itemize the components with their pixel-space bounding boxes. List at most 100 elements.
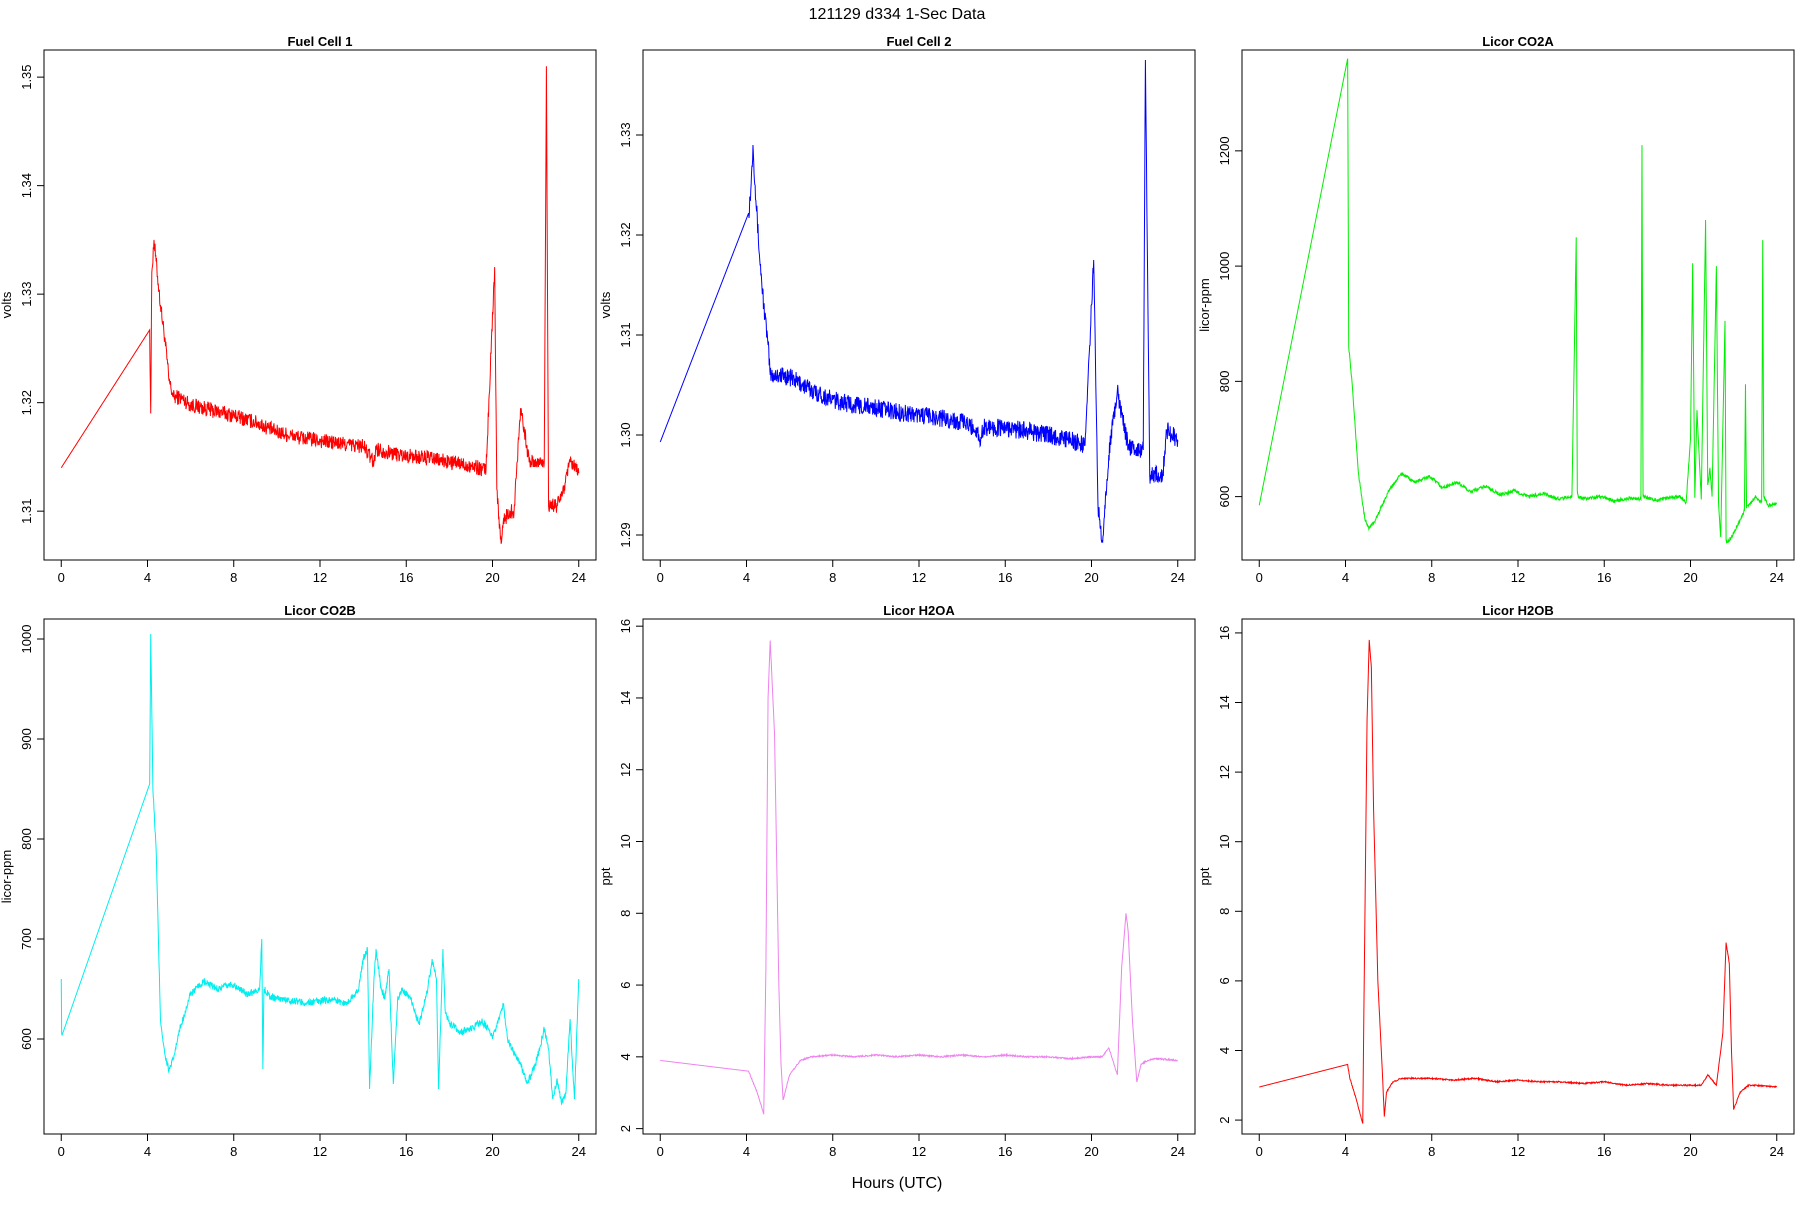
x-tick-label: 16	[998, 570, 1012, 585]
x-tick-label: 24	[1770, 570, 1784, 585]
y-tick-label: 16	[618, 619, 633, 633]
y-tick-label: 700	[19, 928, 34, 950]
chart-panel-3: Licor CO2A licor-ppm 0 4 8 12 16 20 24 600 800 1000…	[1197, 34, 1795, 585]
y-tick-label: 2	[618, 1125, 633, 1132]
x-tick-label: 16	[399, 570, 413, 585]
x-tick-label: 24	[1770, 1144, 1784, 1159]
y-axis-label: ppt	[598, 867, 613, 885]
x-tick-label: 12	[1511, 1144, 1525, 1159]
y-tick-label: 1.33	[618, 122, 633, 147]
y-axis-label: ppt	[1197, 867, 1212, 885]
y-axis-label: volts	[598, 291, 613, 318]
y-tick-label: 6	[618, 981, 633, 988]
x-tick-label: 8	[829, 570, 836, 585]
x-tick-label: 4	[144, 1144, 151, 1159]
x-tick-label: 8	[230, 1144, 237, 1159]
x-tick-label: 0	[657, 1144, 664, 1159]
x-tick-label: 16	[1597, 570, 1611, 585]
y-tick-label: 14	[618, 691, 633, 705]
y-tick-label: 10	[1217, 834, 1232, 848]
y-tick-label: 600	[19, 1028, 34, 1050]
plot-frame	[43, 49, 597, 561]
y-tick-label: 16	[1217, 626, 1232, 640]
x-tick-label: 20	[1084, 570, 1098, 585]
y-tick-label: 1.34	[19, 173, 34, 198]
series-line	[1259, 639, 1778, 1124]
y-tick-label: 12	[1217, 765, 1232, 779]
plot-frame	[642, 49, 1196, 561]
plot-frame	[43, 618, 597, 1135]
x-tick-label: 12	[313, 1144, 327, 1159]
y-tick-label: 2	[1217, 1116, 1232, 1123]
x-tick-label: 0	[1256, 1144, 1263, 1159]
x-tick-label: 20	[485, 570, 499, 585]
x-tick-label: 20	[1683, 570, 1697, 585]
x-tick-label: 4	[144, 570, 151, 585]
series-line	[60, 66, 580, 544]
chart-panel-4: Licor CO2B licor-ppm 0 4 8 12 16 20 24 600 700 800 9…	[0, 603, 597, 1159]
x-tick-label: 20	[485, 1144, 499, 1159]
plot-frame	[642, 618, 1196, 1135]
y-tick-label: 10	[618, 834, 633, 848]
x-tick-label: 0	[58, 1144, 65, 1159]
x-tick-label: 0	[1256, 570, 1263, 585]
series-line	[659, 59, 1179, 543]
y-tick-label: 1.31	[618, 322, 633, 347]
y-tick-label: 1.32	[19, 390, 34, 415]
x-axis-label: Hours (UTC)	[852, 1175, 943, 1192]
x-tick-label: 0	[58, 570, 65, 585]
y-tick-label: 4	[618, 1053, 633, 1060]
y-tick-label: 800	[1217, 371, 1232, 393]
chart-panel-1: Fuel Cell 1 volts 0 4 8 12 16 20 24 1.31 1.32 1.33 1…	[0, 34, 597, 585]
x-tick-label: 12	[313, 570, 327, 585]
x-tick-label: 16	[399, 1144, 413, 1159]
y-tick-label: 1.33	[19, 281, 34, 306]
x-tick-label: 4	[1342, 1144, 1349, 1159]
x-tick-label: 24	[1171, 570, 1185, 585]
panel-title: Licor CO2B	[284, 603, 356, 618]
panel-title: Fuel Cell 1	[287, 34, 352, 49]
figure-title: 121129 d334 1-Sec Data	[809, 6, 986, 23]
panel-title: Licor H2OB	[1482, 603, 1554, 618]
panel-title: Fuel Cell 2	[886, 34, 951, 49]
y-tick-label: 6	[1217, 977, 1232, 984]
y-tick-label: 1.30	[618, 422, 633, 447]
y-axis-label: licor-ppm	[1197, 278, 1212, 331]
y-tick-label: 1.35	[19, 64, 34, 89]
x-tick-label: 20	[1084, 1144, 1098, 1159]
y-tick-label: 800	[19, 828, 34, 850]
series-line	[60, 633, 580, 1106]
x-tick-label: 24	[572, 570, 586, 585]
series-line	[1258, 58, 1778, 544]
x-tick-label: 8	[829, 1144, 836, 1159]
panel-title: Licor CO2A	[1482, 34, 1554, 49]
x-tick-label: 24	[572, 1144, 586, 1159]
x-tick-label: 20	[1683, 1144, 1697, 1159]
x-tick-label: 8	[1428, 570, 1435, 585]
y-tick-label: 14	[1217, 695, 1232, 709]
y-tick-label: 1.32	[618, 222, 633, 247]
x-tick-label: 12	[912, 1144, 926, 1159]
y-tick-label: 600	[1217, 486, 1232, 508]
x-tick-label: 12	[1511, 570, 1525, 585]
y-tick-label: 8	[1217, 908, 1232, 915]
y-tick-label: 900	[19, 728, 34, 750]
x-tick-label: 4	[743, 570, 750, 585]
x-tick-label: 4	[1342, 570, 1349, 585]
y-tick-label: 1200	[1217, 136, 1232, 165]
y-tick-label: 8	[618, 910, 633, 917]
y-axis-label: licor-ppm	[0, 850, 14, 903]
x-tick-label: 16	[998, 1144, 1012, 1159]
y-axis-label: volts	[0, 291, 14, 318]
x-tick-label: 4	[743, 1144, 750, 1159]
y-tick-label: 1.31	[19, 499, 34, 524]
y-tick-label: 12	[618, 762, 633, 776]
series-line	[660, 640, 1178, 1115]
x-tick-label: 12	[912, 570, 926, 585]
y-tick-label: 1000	[1217, 252, 1232, 281]
y-tick-label: 1000	[19, 625, 34, 654]
chart-panel-2: Fuel Cell 2 volts 0 4 8 12 16 20 24 1.29 1.30 1.31 1…	[598, 34, 1196, 585]
